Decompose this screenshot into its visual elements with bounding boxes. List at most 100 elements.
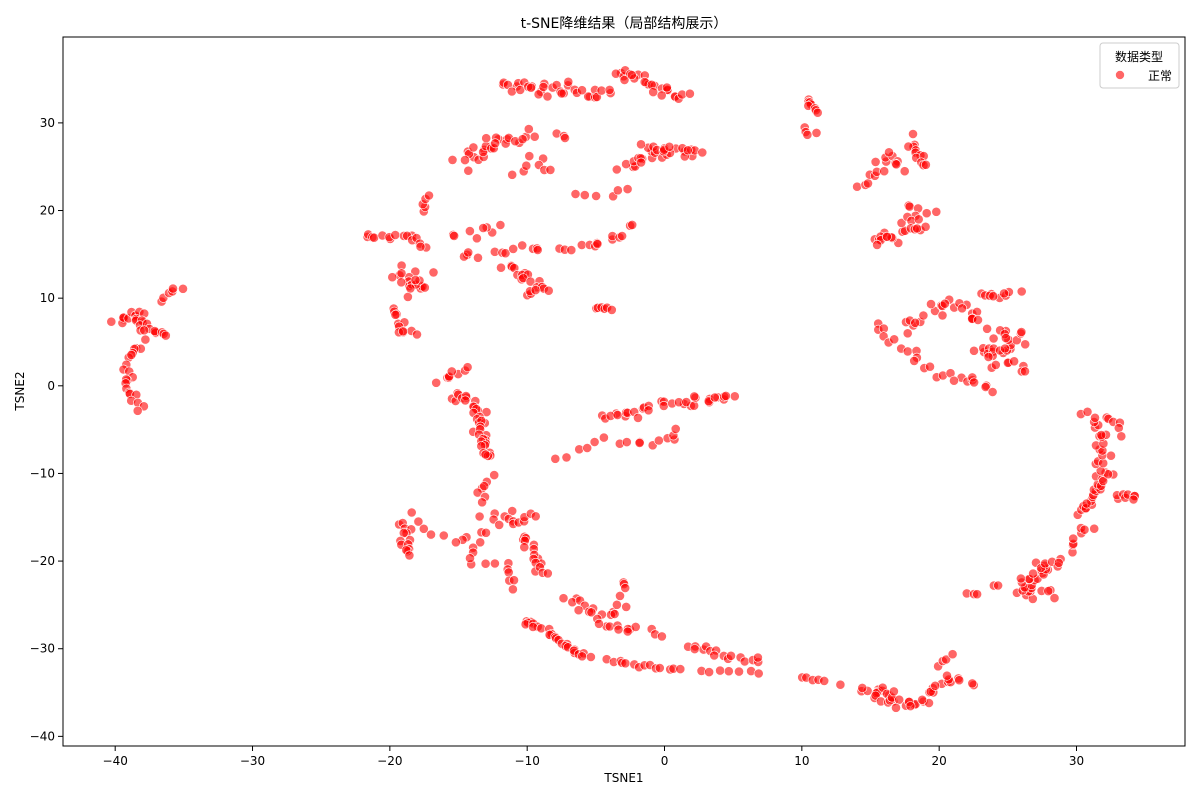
data-point <box>617 231 627 241</box>
data-point <box>489 470 500 480</box>
data-point <box>1049 593 1060 603</box>
data-point <box>369 232 379 243</box>
data-point <box>478 223 489 233</box>
data-point <box>480 449 491 460</box>
x-tick-label: −40 <box>103 754 128 768</box>
data-point <box>937 310 948 321</box>
data-point <box>942 670 952 681</box>
data-point <box>870 156 881 167</box>
data-point <box>615 591 625 601</box>
data-point <box>949 375 959 386</box>
data-point <box>168 283 178 294</box>
data-point <box>753 668 764 679</box>
data-point <box>967 678 978 689</box>
data-point <box>405 283 416 294</box>
data-point <box>507 169 518 180</box>
data-point <box>726 650 736 661</box>
data-point <box>882 231 892 242</box>
data-point <box>431 377 442 388</box>
data-point <box>526 82 536 93</box>
data-point <box>475 537 486 548</box>
data-point <box>106 316 117 327</box>
data-point <box>402 291 413 302</box>
data-point <box>139 325 150 336</box>
data-point <box>543 285 554 296</box>
data-point <box>126 349 137 360</box>
data-point <box>925 361 935 372</box>
data-point <box>396 268 407 279</box>
y-tick-label: −10 <box>30 466 55 480</box>
data-point <box>643 405 654 416</box>
data-point <box>1081 498 1092 509</box>
data-point <box>529 131 540 142</box>
data-point <box>480 558 491 569</box>
data-point <box>390 309 401 320</box>
data-point <box>912 223 922 234</box>
data-point <box>404 550 415 561</box>
data-point <box>664 141 675 152</box>
x-tick-label: −10 <box>515 754 540 768</box>
data-point <box>918 310 929 321</box>
data-point <box>634 437 645 448</box>
data-point <box>969 377 979 388</box>
data-point <box>612 599 622 610</box>
data-point <box>990 359 1001 370</box>
data-point <box>972 589 982 600</box>
data-point <box>709 650 720 661</box>
data-point <box>579 190 590 200</box>
data-point <box>396 277 407 288</box>
data-point <box>606 304 617 315</box>
data-point <box>1043 586 1054 596</box>
data-point <box>586 652 596 662</box>
data-point <box>620 583 631 593</box>
data-point <box>494 520 505 530</box>
data-point <box>471 233 482 244</box>
data-point <box>940 298 950 309</box>
data-point <box>872 239 882 250</box>
data-point <box>931 206 942 217</box>
data-point <box>528 622 538 632</box>
data-point <box>468 142 479 153</box>
plot-frame <box>62 36 1186 747</box>
data-point <box>905 701 916 711</box>
data-point <box>506 86 517 97</box>
data-point <box>920 221 931 232</box>
data-point <box>613 624 624 635</box>
data-point <box>852 181 862 192</box>
data-point <box>446 366 457 377</box>
data-point <box>1016 286 1027 297</box>
data-point <box>619 75 630 85</box>
legend-entry-label: 正常 <box>1148 69 1172 83</box>
data-point <box>704 667 714 677</box>
data-point <box>613 185 623 196</box>
data-point <box>648 87 659 97</box>
data-point <box>993 580 1003 591</box>
data-point <box>973 315 983 325</box>
data-point <box>908 129 918 139</box>
data-point <box>1082 406 1093 417</box>
data-point <box>519 542 530 553</box>
data-point <box>508 584 518 595</box>
data-point <box>419 282 430 293</box>
data-point <box>556 88 567 99</box>
data-point <box>675 664 686 674</box>
data-point <box>550 453 561 464</box>
data-point <box>413 516 424 527</box>
data-point <box>987 387 998 397</box>
data-point <box>604 85 615 95</box>
data-point <box>398 326 408 337</box>
data-point <box>566 245 577 255</box>
data-point <box>1016 327 1027 337</box>
data-point <box>532 245 543 255</box>
data-point <box>636 139 646 150</box>
data-point <box>481 527 491 538</box>
data-point <box>633 412 643 423</box>
data-point <box>412 329 422 340</box>
x-axis-ticks: −40 −30 −20 −10 0 10 20 30 <box>103 746 1084 768</box>
data-point <box>654 663 665 673</box>
data-point <box>503 567 514 578</box>
y-tick-label: 20 <box>40 204 55 218</box>
data-point <box>495 220 506 230</box>
